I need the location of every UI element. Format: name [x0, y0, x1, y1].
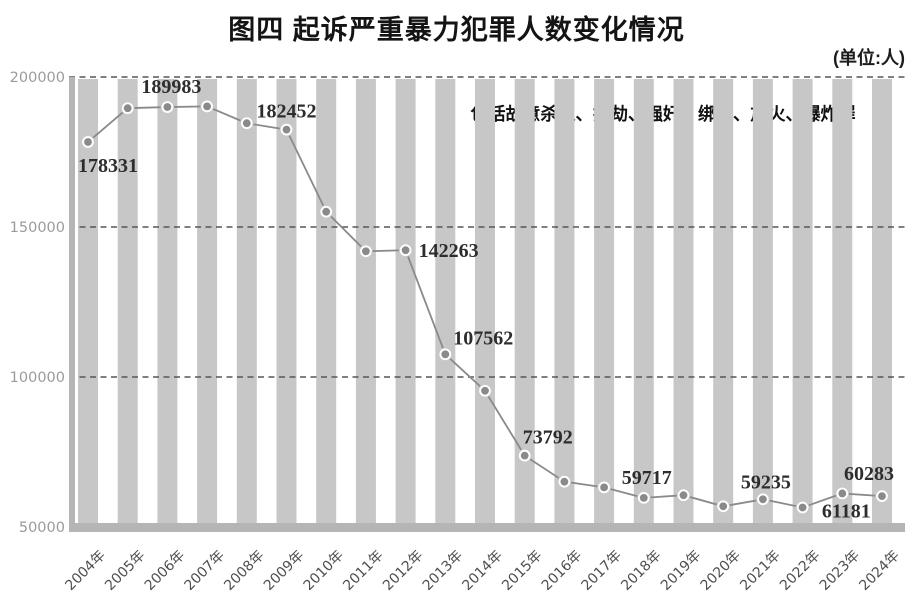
x-tick-label: 2023年	[817, 548, 863, 594]
x-tick-label: 2007年	[182, 548, 228, 594]
data-point	[679, 491, 688, 500]
y-tick-label: 50000	[19, 520, 65, 536]
data-point-label: 59235	[741, 471, 791, 493]
x-tick-label: 2011年	[340, 548, 386, 594]
x-tick-label: 2021年	[737, 548, 783, 594]
background-stripe	[633, 79, 654, 523]
data-point	[838, 489, 847, 498]
background-stripe	[316, 79, 337, 523]
data-point-label: 61181	[822, 500, 871, 522]
data-point	[282, 125, 291, 134]
y-tick-label: 200000	[10, 70, 65, 86]
data-point	[759, 495, 767, 504]
data-point	[600, 483, 608, 492]
x-tick-label: 2014年	[459, 548, 505, 594]
data-point	[242, 119, 251, 128]
background-stripe	[157, 79, 178, 523]
data-point	[639, 493, 648, 502]
background-stripe	[276, 79, 297, 523]
data-point	[84, 138, 92, 146]
x-tick-label: 2020年	[698, 548, 744, 594]
background-stripe	[435, 79, 456, 523]
x-tick-label: 2022年	[777, 548, 823, 594]
data-point	[362, 247, 370, 256]
data-point	[203, 102, 212, 111]
data-point-label: 59717	[622, 467, 672, 489]
background-stripe	[673, 79, 694, 523]
x-tick-label: 2018年	[618, 548, 664, 594]
x-tick-label: 2016年	[539, 548, 585, 594]
background-stripe	[475, 79, 495, 523]
background-stripe	[594, 79, 615, 523]
data-point	[560, 477, 569, 486]
background-stripe	[197, 79, 218, 523]
data-point-label: 60283	[844, 463, 894, 485]
background-stripe	[514, 79, 535, 523]
data-point	[798, 503, 807, 512]
data-point	[441, 350, 450, 359]
x-tick-label: 2004年	[62, 548, 108, 594]
data-point	[163, 103, 172, 111]
x-tick-label: 2015年	[499, 548, 545, 594]
data-point-label: 107562	[453, 327, 513, 349]
data-point	[322, 207, 331, 216]
background-stripe	[872, 79, 892, 523]
x-tick-label: 2010年	[301, 548, 347, 594]
x-tick-label: 2008年	[221, 548, 267, 594]
data-point-label: 182452	[257, 101, 317, 123]
background-stripe	[355, 79, 376, 523]
x-tick-label: 2005年	[102, 548, 148, 594]
background-stripe	[752, 79, 773, 523]
background-stripe	[554, 79, 575, 523]
data-point	[719, 502, 728, 511]
x-axis-line	[69, 523, 905, 532]
x-tick-label: 2017年	[579, 548, 625, 594]
background-stripe	[236, 79, 257, 523]
background-stripe	[78, 79, 98, 523]
unit-label: (单位:人)	[833, 48, 905, 68]
x-tick-label: 2013年	[420, 548, 466, 594]
background-stripe	[117, 79, 138, 523]
x-tick-label: 2009年	[261, 548, 307, 594]
data-point	[401, 246, 410, 255]
y-tick-label: 100000	[10, 370, 65, 386]
x-tick-label: 2024年	[856, 548, 902, 594]
data-point	[123, 104, 132, 113]
background-stripe	[792, 79, 813, 523]
data-point	[878, 492, 886, 501]
x-tick-label: 2012年	[380, 548, 426, 594]
data-point-label: 189983	[141, 76, 201, 98]
background-stripe	[832, 79, 853, 523]
background-stripe	[713, 79, 734, 523]
chart-title: 图四 起诉严重暴力犯罪人数变化情况	[228, 15, 685, 45]
data-point-label: 142263	[419, 240, 479, 262]
x-tick-label: 2006年	[142, 548, 188, 594]
data-point-label: 73792	[523, 427, 573, 449]
data-point-label: 178331	[78, 155, 138, 177]
y-tick-label: 150000	[10, 220, 65, 236]
x-tick-label: 2019年	[658, 548, 704, 594]
data-point	[520, 451, 529, 460]
background-stripe	[395, 79, 416, 523]
y-axis-line	[69, 77, 75, 532]
data-point	[481, 386, 489, 395]
